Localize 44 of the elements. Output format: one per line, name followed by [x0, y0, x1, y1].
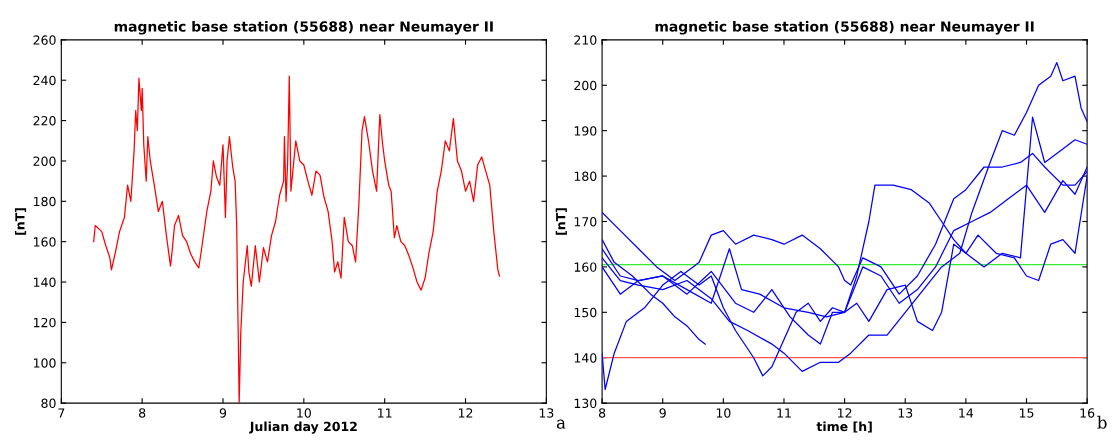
- y-tick-label: 210: [574, 35, 597, 45]
- y-tick-label: 150: [574, 307, 597, 318]
- y-axis-title: [nT]: [555, 208, 567, 235]
- y-tick-label: 240: [33, 75, 56, 86]
- y-tick-label: 80: [41, 398, 56, 409]
- y-tick-label: 130: [574, 398, 597, 409]
- y-tick-label: 260: [33, 35, 56, 45]
- x-tick-label: 10: [716, 408, 731, 418]
- x-tick-label: 15: [1019, 408, 1034, 418]
- x-tick-label: 9: [219, 408, 227, 418]
- x-tick-label: 12: [838, 408, 852, 418]
- y-tick-label: 160: [33, 237, 56, 247]
- y-tick-label: 160: [574, 262, 597, 272]
- x-tick-label: 7: [58, 408, 65, 418]
- y-axis-title: [nT]: [14, 208, 27, 235]
- y-tick-label: 200: [33, 156, 56, 166]
- y-tick-label: 220: [33, 116, 56, 126]
- y-tick-label: 180: [33, 196, 56, 207]
- line-series: [93, 75, 501, 404]
- x-tick-label: 9: [659, 408, 666, 418]
- chart-title: magnetic base station (55688) near Neumayer II: [655, 20, 1034, 35]
- x-tick-label: 8: [139, 408, 146, 418]
- x-tick-label: 16: [1080, 408, 1095, 418]
- chart-title: magnetic base station (55688) near Neumayer II: [114, 20, 493, 35]
- x-tick-label: 10: [297, 408, 311, 418]
- x-tick-label: 12: [458, 408, 473, 418]
- x-axis-title: time [h]: [816, 421, 872, 433]
- y-tick-label: 170: [574, 216, 597, 227]
- text: a: [556, 419, 566, 429]
- x-tick-label: 13: [539, 408, 554, 418]
- x-tick-label: 11: [777, 408, 791, 418]
- text: b: [1097, 415, 1107, 429]
- y-tick-label: 140: [33, 277, 56, 287]
- x-axis-title: Julian day 2012: [249, 421, 357, 434]
- y-tick-label: 180: [574, 171, 597, 182]
- y-tick-label: 140: [574, 353, 597, 363]
- y-tick-label: 100: [33, 358, 56, 368]
- x-tick-label: 11: [378, 408, 392, 418]
- x-tick-label: 14: [959, 408, 974, 418]
- y-tick-label: 120: [33, 317, 56, 328]
- y-tick-label: 190: [574, 126, 597, 136]
- x-tick-label: 13: [898, 408, 913, 418]
- x-tick-label: 8: [598, 408, 606, 418]
- y-tick-label: 200: [574, 80, 597, 91]
